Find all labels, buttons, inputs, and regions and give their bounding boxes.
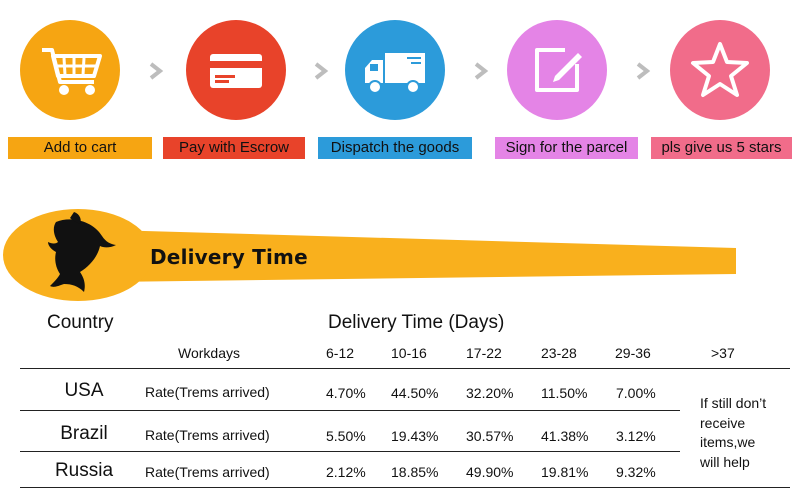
- rate-value: 32.20%: [466, 385, 514, 401]
- range-header: >37: [711, 345, 735, 361]
- shopping-cart-icon: [42, 48, 102, 95]
- rate-value: 19.43%: [391, 428, 439, 444]
- step-pay-with-escrow: [186, 20, 286, 120]
- edit-icon: [535, 48, 582, 92]
- workdays-label: Workdays: [178, 345, 240, 361]
- step-dispatch: [345, 20, 445, 120]
- delivery-time-header: Delivery Time (Days): [328, 312, 505, 333]
- rate-value: 11.50%: [541, 385, 588, 401]
- rate-value: 3.12%: [616, 428, 656, 444]
- range-header: 10-16: [391, 345, 427, 361]
- star-icon: [691, 42, 749, 97]
- rate-value: 49.90%: [466, 464, 514, 480]
- range-header: 29-36: [615, 345, 651, 361]
- step-label-dispatch: Dispatch the goods: [318, 137, 472, 159]
- country-name: USA: [64, 380, 104, 401]
- step-label-add-to-cart: Add to cart: [8, 137, 152, 159]
- rate-value: 41.38%: [541, 428, 589, 444]
- range-header: 23-28: [541, 345, 577, 361]
- rate-value: 44.50%: [391, 385, 439, 401]
- rate-value: 30.57%: [466, 428, 514, 444]
- country-name: Russia: [54, 460, 114, 481]
- delivery-time-banner: [3, 209, 736, 301]
- rate-value: 2.12%: [326, 464, 366, 480]
- step-five-stars: [670, 20, 770, 120]
- truck-icon: [365, 53, 425, 94]
- table-divider: [20, 368, 790, 369]
- step-label-five-stars: pls give us 5 stars: [651, 137, 792, 159]
- country-header: Country: [47, 312, 114, 333]
- step-label-sign-parcel: Sign for the parcel: [495, 137, 638, 159]
- table-divider: [20, 451, 680, 452]
- rate-value: 4.70%: [326, 385, 366, 401]
- rate-label: Rate(Trems arrived): [145, 384, 270, 400]
- table-divider: [20, 410, 680, 411]
- step-sign-parcel: [507, 20, 607, 120]
- help-note: If still don’t receive items,we will hel…: [700, 395, 767, 470]
- chevron-right-icon: [149, 62, 164, 80]
- rate-label: Rate(Trems arrived): [145, 464, 270, 480]
- chevron-right-icon: [314, 62, 329, 80]
- dolphin-icon: [48, 212, 116, 292]
- rate-value: 18.85%: [391, 464, 439, 480]
- range-header: 17-22: [466, 345, 502, 361]
- delivery-time-title: Delivery Time: [150, 245, 308, 269]
- table-divider: [20, 487, 790, 488]
- step-add-to-cart: [20, 20, 120, 120]
- chevron-right-icon: [474, 62, 489, 80]
- credit-card-icon: [210, 54, 262, 88]
- rate-value: 5.50%: [326, 428, 366, 444]
- range-header: 6-12: [326, 345, 355, 361]
- rate-label: Rate(Trems arrived): [145, 427, 270, 443]
- rate-value: 7.00%: [616, 385, 656, 401]
- rate-value: 19.81%: [541, 464, 589, 480]
- rate-value: 9.32%: [616, 464, 656, 480]
- step-label-pay-with-escrow: Pay with Escrow: [163, 137, 305, 159]
- country-name: Brazil: [60, 423, 108, 444]
- chevron-right-icon: [636, 62, 651, 80]
